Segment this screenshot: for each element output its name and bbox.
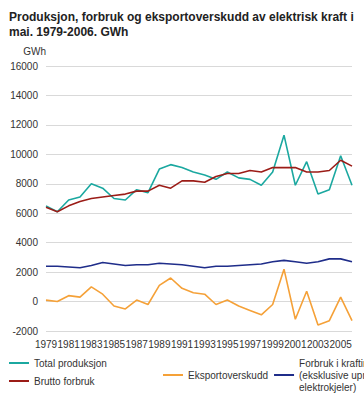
svg-text:1983: 1983 (80, 339, 103, 350)
svg-text:10000: 10000 (10, 149, 38, 160)
svg-text:(eksklusive uprioritert kraft: (eksklusive uprioritert kraft til (299, 370, 364, 381)
svg-text:14000: 14000 (10, 90, 38, 101)
svg-text:mai. 1979-2006. GWh: mai. 1979-2006. GWh (9, 25, 128, 39)
svg-text:1993: 1993 (194, 339, 217, 350)
svg-text:1987: 1987 (126, 339, 149, 350)
svg-text:0: 0 (32, 296, 38, 307)
svg-text:6000: 6000 (16, 208, 39, 219)
svg-text:1997: 1997 (239, 339, 262, 350)
svg-text:2003: 2003 (307, 339, 330, 350)
svg-text:Total produksjon: Total produksjon (34, 358, 107, 369)
svg-text:1995: 1995 (216, 339, 239, 350)
svg-text:Forbruk i kraftintensiv indust: Forbruk i kraftintensiv industri (299, 358, 364, 369)
svg-text:GWh: GWh (23, 46, 46, 57)
svg-text:1999: 1999 (262, 339, 285, 350)
svg-text:Eksportoverskudd: Eksportoverskudd (188, 370, 268, 381)
svg-text:2000: 2000 (16, 267, 39, 278)
svg-text:elektrokjeler): elektrokjeler) (299, 382, 356, 393)
svg-text:8000: 8000 (16, 178, 39, 189)
svg-text:1979: 1979 (35, 339, 58, 350)
svg-text:Brutto forbruk: Brutto forbruk (34, 376, 96, 387)
svg-text:2001: 2001 (284, 339, 307, 350)
svg-text:2005: 2005 (330, 339, 353, 350)
svg-text:-2000: -2000 (12, 326, 38, 337)
svg-text:16000: 16000 (10, 61, 38, 72)
svg-text:1985: 1985 (103, 339, 126, 350)
svg-text:1991: 1991 (171, 339, 194, 350)
svg-text:Produksjon, forbruk og eksport: Produksjon, forbruk og eksportoverskudd … (9, 10, 357, 24)
svg-text:1981: 1981 (58, 339, 81, 350)
svg-text:12000: 12000 (10, 119, 38, 130)
svg-text:4000: 4000 (16, 237, 39, 248)
svg-text:1989: 1989 (148, 339, 171, 350)
